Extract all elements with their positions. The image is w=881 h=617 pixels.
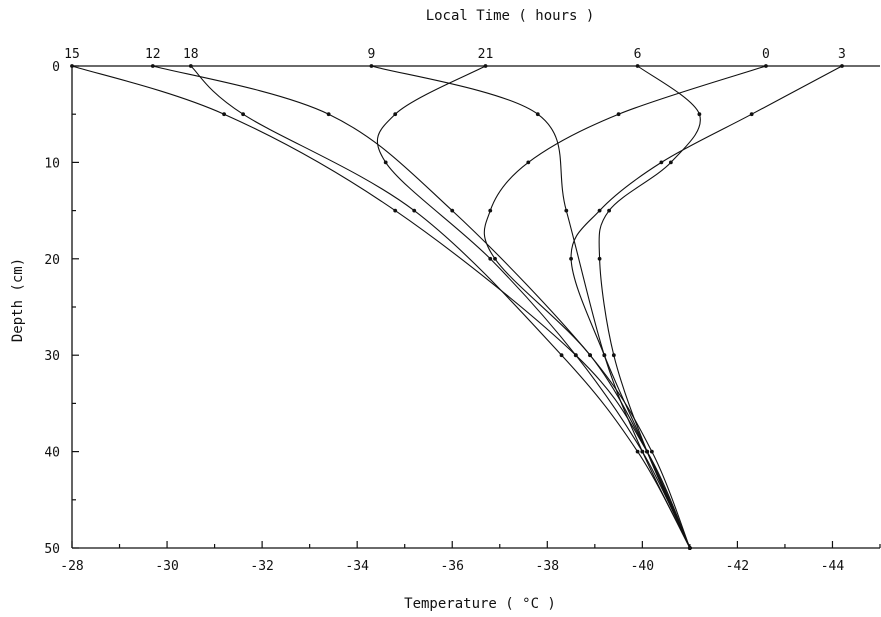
data-point-0 — [493, 256, 497, 261]
x-tick-label: -30 — [155, 559, 178, 574]
data-point-18 — [559, 353, 564, 358]
data-point-18 — [241, 112, 246, 117]
series-label-0: 0 — [762, 47, 770, 62]
y-tick-label: 30 — [44, 349, 60, 364]
data-point-18 — [635, 449, 640, 454]
data-point-6 — [668, 160, 673, 165]
y-tick-label: 20 — [44, 253, 60, 268]
data-point-3 — [840, 64, 844, 68]
x-tick-label: -40 — [631, 559, 654, 574]
series-label-3: 3 — [838, 47, 846, 62]
top-axis-title: Local Time ( hours ) — [426, 8, 595, 24]
series-label-15: 15 — [64, 47, 80, 62]
y-tick-label: 40 — [44, 446, 60, 461]
series-label-6: 6 — [634, 47, 642, 62]
y-axis-title: Depth (cm) — [10, 258, 26, 342]
series-line-15 — [71, 65, 691, 549]
series-label-21: 21 — [478, 47, 494, 62]
data-point-0 — [488, 208, 493, 213]
data-point-9 — [535, 112, 540, 117]
series-line-18 — [190, 65, 691, 549]
series-line-0 — [483, 65, 767, 549]
data-point-15 — [70, 64, 74, 68]
data-point-21 — [483, 64, 488, 68]
data-point-12 — [649, 449, 654, 454]
x-tick-label: -42 — [726, 559, 749, 574]
data-point-6 — [597, 256, 602, 261]
data-point-3 — [569, 256, 573, 261]
data-point-0 — [526, 160, 531, 165]
data-point-0 — [616, 112, 621, 117]
data-point-18 — [188, 64, 193, 68]
y-tick-label: 10 — [44, 156, 60, 171]
x-tick-label: -28 — [60, 559, 83, 574]
series-label-9: 9 — [368, 47, 376, 62]
y-tick-label: 50 — [44, 542, 60, 557]
x-tick-label: -32 — [250, 559, 273, 574]
data-point-21 — [573, 353, 578, 358]
data-point-3 — [597, 208, 602, 213]
series-line-3 — [570, 65, 843, 549]
data-point-6 — [635, 64, 640, 68]
plot-area: -28 -30 -32 -34 -36 -38 -40 -42 -440102030405015… — [44, 47, 881, 574]
series-line-9 — [371, 65, 691, 549]
data-point-3 — [687, 546, 692, 550]
data-point-12 — [450, 208, 455, 213]
data-point-21 — [488, 256, 493, 261]
series-line-6 — [598, 65, 701, 549]
data-point-9 — [564, 208, 569, 213]
data-point-0 — [588, 353, 592, 358]
series-label-18: 18 — [183, 47, 199, 62]
data-point-12 — [326, 112, 331, 117]
data-point-15 — [393, 208, 398, 213]
series-line-12 — [152, 65, 691, 549]
data-point-0 — [764, 64, 768, 68]
x-tick-label: -36 — [440, 559, 463, 574]
data-point-6 — [611, 353, 616, 358]
data-point-6 — [697, 112, 702, 117]
data-point-9 — [369, 64, 374, 68]
data-point-6 — [607, 208, 611, 213]
data-point-3 — [749, 112, 754, 117]
data-point-3 — [659, 160, 664, 165]
series-line-21 — [376, 65, 691, 549]
data-point-21 — [393, 112, 398, 117]
x-tick-label: -34 — [345, 559, 369, 574]
data-point-15 — [222, 112, 226, 117]
y-tick-label: 0 — [52, 60, 60, 75]
data-point-3 — [645, 449, 650, 454]
x-axis-title: Temperature ( °C ) — [404, 596, 556, 612]
data-point-21 — [640, 449, 645, 454]
data-point-18 — [412, 208, 417, 213]
data-point-3 — [602, 353, 607, 358]
series-label-12: 12 — [145, 47, 161, 62]
data-point-12 — [150, 64, 155, 68]
data-point-21 — [383, 160, 388, 165]
x-tick-label: -44 — [821, 559, 845, 574]
x-tick-label: -38 — [536, 559, 559, 574]
